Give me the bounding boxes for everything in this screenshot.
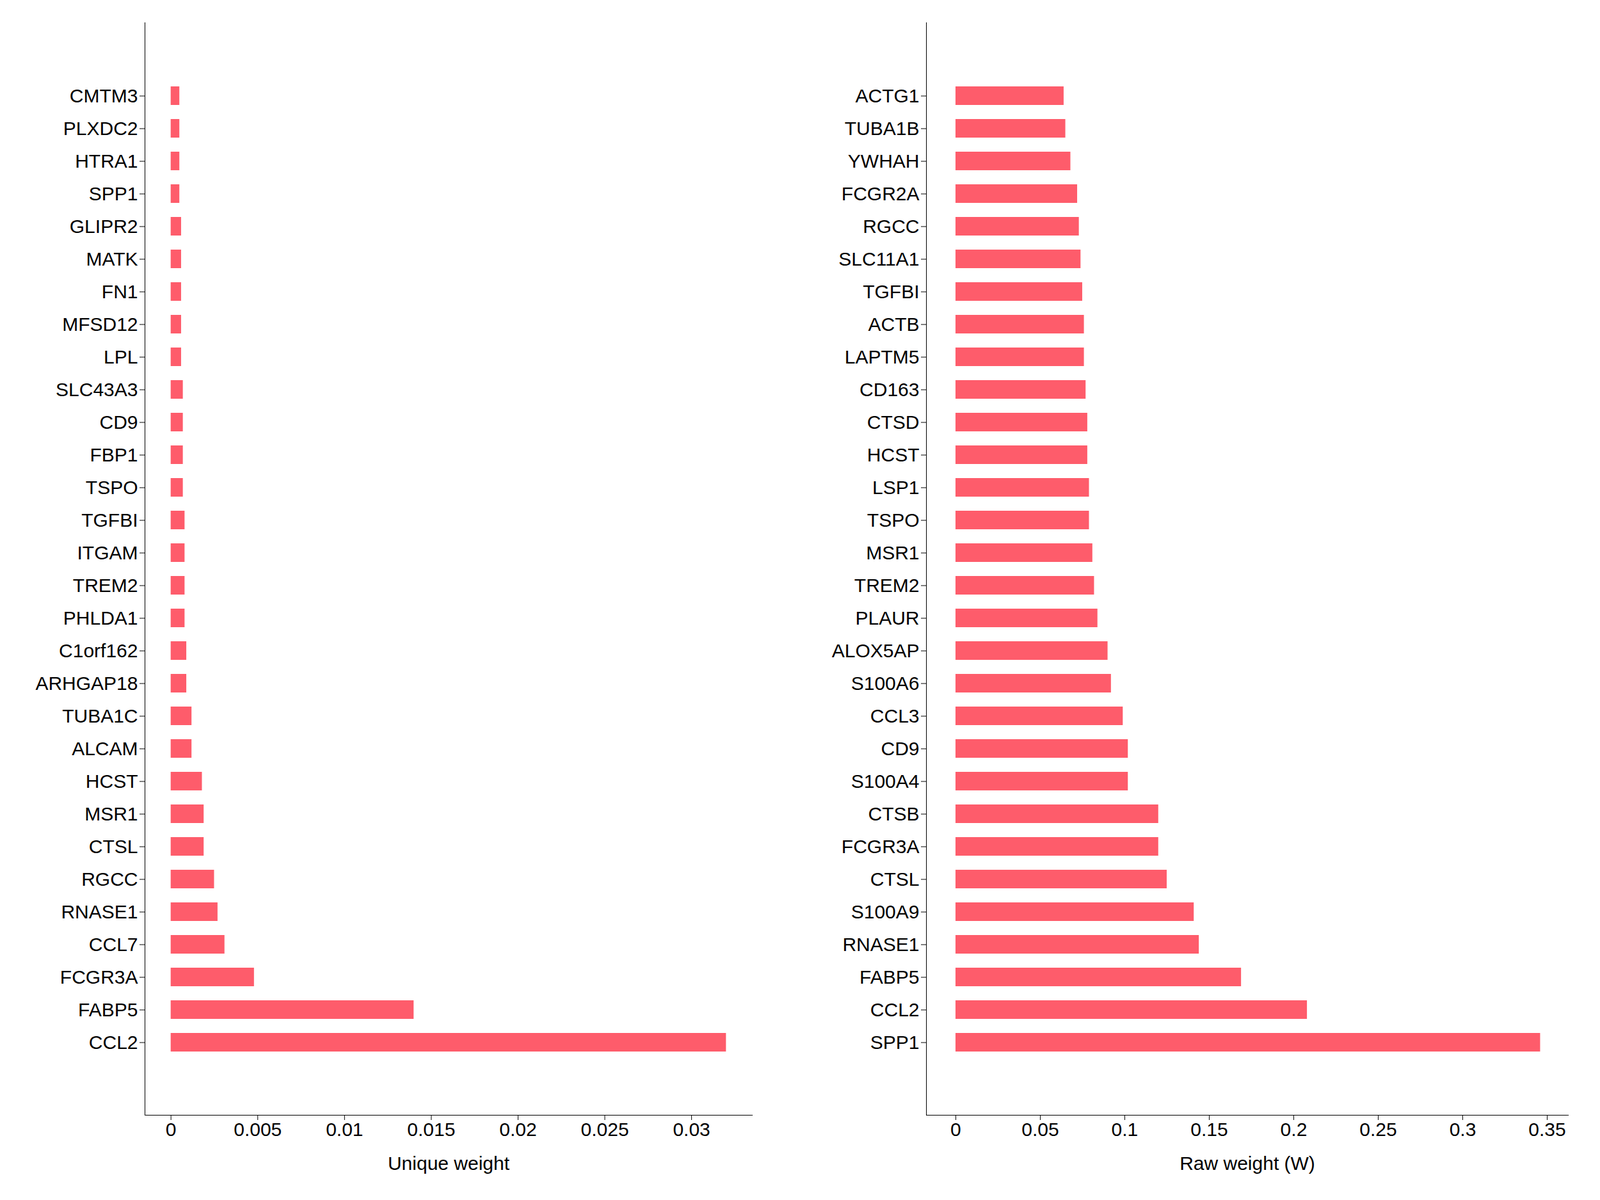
- svg-text:CTSL: CTSL: [870, 868, 920, 890]
- svg-text:0.15: 0.15: [1190, 1118, 1228, 1140]
- svg-text:ITGAM: ITGAM: [77, 542, 139, 564]
- svg-text:0.35: 0.35: [1528, 1118, 1566, 1140]
- svg-text:ALOX5AP: ALOX5AP: [832, 640, 920, 662]
- svg-text:CTSD: CTSD: [867, 411, 920, 433]
- svg-text:PLAUR: PLAUR: [855, 607, 920, 629]
- svg-text:FCGR3A: FCGR3A: [60, 966, 139, 988]
- svg-text:TSPO: TSPO: [867, 509, 920, 531]
- svg-text:FBP1: FBP1: [89, 444, 138, 466]
- svg-text:FN1: FN1: [101, 280, 139, 303]
- svg-text:0.01: 0.01: [325, 1118, 363, 1140]
- svg-text:CMTM3: CMTM3: [69, 85, 139, 107]
- svg-text:TSPO: TSPO: [85, 476, 139, 498]
- svg-text:LAPTM5: LAPTM5: [844, 346, 920, 368]
- svg-text:ALCAM: ALCAM: [71, 737, 138, 760]
- svg-text:0.1: 0.1: [1111, 1118, 1139, 1140]
- svg-text:CTSL: CTSL: [88, 835, 139, 857]
- svg-text:MFSD12: MFSD12: [62, 313, 138, 335]
- svg-text:RGCC: RGCC: [862, 215, 920, 237]
- svg-text:MSR1: MSR1: [865, 542, 920, 564]
- svg-text:CD9: CD9: [99, 411, 138, 433]
- svg-text:0.025: 0.025: [580, 1118, 629, 1140]
- svg-text:ACTG1: ACTG1: [855, 85, 920, 107]
- svg-text:S100A4: S100A4: [851, 770, 920, 792]
- svg-text:ARHGAP18: ARHGAP18: [35, 672, 138, 694]
- svg-text:SLC11A1: SLC11A1: [838, 248, 920, 270]
- svg-text:RGCC: RGCC: [81, 868, 138, 890]
- svg-text:0.25: 0.25: [1359, 1118, 1397, 1140]
- svg-text:SPP1: SPP1: [88, 183, 139, 205]
- svg-text:FCGR2A: FCGR2A: [841, 183, 920, 205]
- svg-text:TREM2: TREM2: [72, 574, 139, 596]
- svg-text:HCST: HCST: [867, 444, 920, 466]
- svg-text:0.02: 0.02: [499, 1118, 537, 1140]
- svg-text:FCGR3A: FCGR3A: [841, 835, 920, 857]
- svg-text:0.2: 0.2: [1280, 1118, 1308, 1140]
- svg-text:PLXDC2: PLXDC2: [63, 117, 139, 139]
- svg-text:0.005: 0.005: [233, 1118, 282, 1140]
- svg-text:GLIPR2: GLIPR2: [69, 215, 139, 237]
- svg-text:FABP5: FABP5: [859, 966, 920, 988]
- svg-text:0.03: 0.03: [672, 1118, 710, 1140]
- svg-text:SLC43A3: SLC43A3: [55, 378, 138, 400]
- svg-text:S100A6: S100A6: [851, 672, 920, 694]
- svg-text:CCL2: CCL2: [870, 999, 920, 1021]
- svg-text:HCST: HCST: [85, 770, 139, 792]
- svg-text:Raw weight (W): Raw weight (W): [1179, 1152, 1316, 1174]
- svg-text:TGFBI: TGFBI: [862, 280, 920, 303]
- svg-text:0.3: 0.3: [1449, 1118, 1477, 1140]
- svg-text:0: 0: [165, 1118, 177, 1140]
- svg-text:MSR1: MSR1: [84, 803, 138, 825]
- svg-text:TUBA1B: TUBA1B: [844, 117, 920, 139]
- svg-text:LSP1: LSP1: [872, 476, 920, 498]
- svg-text:TGFBI: TGFBI: [81, 509, 138, 531]
- svg-text:0.05: 0.05: [1021, 1118, 1059, 1140]
- svg-text:LPL: LPL: [103, 346, 138, 368]
- svg-text:CCL3: CCL3: [870, 705, 920, 727]
- svg-text:PHLDA1: PHLDA1: [63, 607, 139, 629]
- svg-text:RNASE1: RNASE1: [842, 933, 920, 955]
- svg-text:MATK: MATK: [85, 248, 138, 270]
- svg-text:TUBA1C: TUBA1C: [62, 705, 138, 727]
- svg-text:CTSB: CTSB: [867, 803, 920, 825]
- svg-text:FABP5: FABP5: [78, 999, 138, 1021]
- svg-text:CD9: CD9: [880, 737, 920, 760]
- svg-text:YWHAH: YWHAH: [848, 150, 920, 172]
- svg-text:CCL2: CCL2: [88, 1031, 139, 1053]
- svg-text:Unique weight: Unique weight: [387, 1152, 511, 1174]
- svg-text:0.015: 0.015: [407, 1118, 456, 1140]
- svg-text:TREM2: TREM2: [854, 574, 920, 596]
- svg-text:CD163: CD163: [859, 378, 920, 400]
- svg-text:RNASE1: RNASE1: [60, 901, 138, 923]
- svg-text:CCL7: CCL7: [88, 933, 139, 955]
- svg-text:SPP1: SPP1: [870, 1031, 920, 1053]
- svg-text:0: 0: [950, 1118, 962, 1140]
- svg-text:S100A9: S100A9: [851, 901, 920, 923]
- svg-text:HTRA1: HTRA1: [74, 150, 138, 172]
- svg-text:ACTB: ACTB: [867, 313, 920, 335]
- svg-text:C1orf162: C1orf162: [58, 640, 138, 662]
